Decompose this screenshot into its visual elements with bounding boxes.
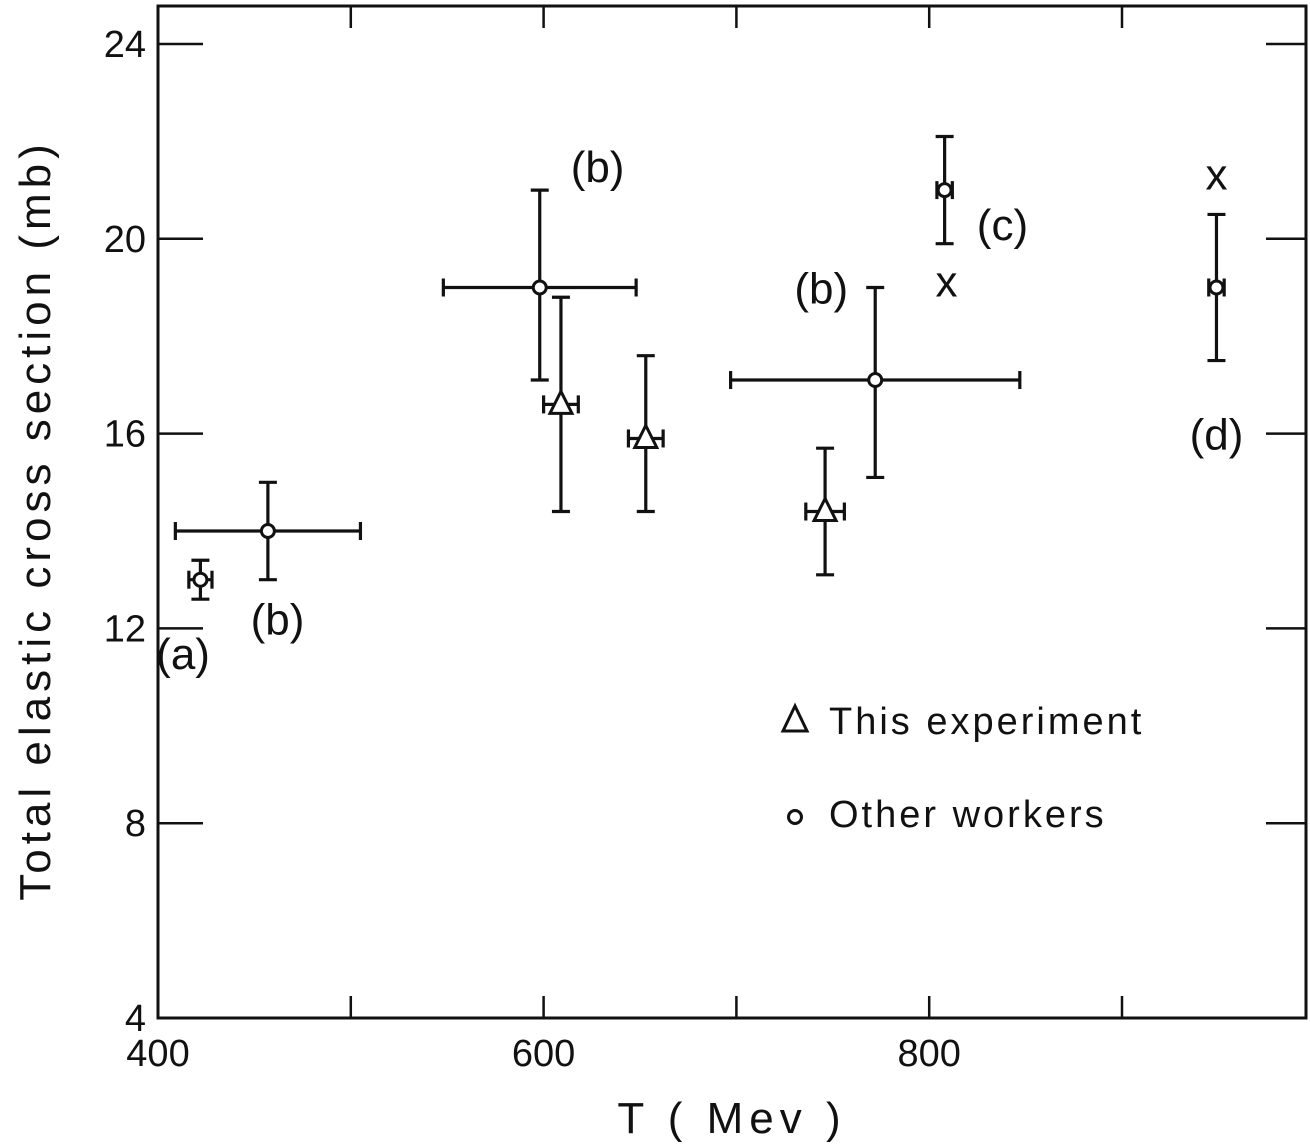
annotation-label: (b)	[571, 143, 625, 192]
circle-marker	[936, 182, 953, 199]
x-tick-label: 800	[897, 1033, 960, 1075]
triangle-point	[541, 295, 580, 514]
triangle-marker	[811, 495, 839, 523]
y-tick-label: 4	[125, 998, 146, 1040]
x-axis-title: T ( Mev )	[617, 1094, 846, 1143]
circle-point	[187, 558, 214, 601]
circle-point	[1207, 212, 1226, 363]
circle-point	[173, 480, 363, 582]
legend-circle-icon	[787, 809, 803, 825]
y-tick-label: 20	[104, 219, 146, 261]
x-tick-label: 600	[512, 1033, 575, 1075]
x-tick-label: 400	[126, 1033, 189, 1075]
annotation-label: (a)	[156, 630, 210, 679]
annotation-label: (b)	[251, 596, 305, 645]
y-axis-title: Total elastic cross section (mb)	[11, 139, 60, 901]
triangle-point	[626, 354, 665, 514]
cross-markers: xx	[936, 150, 1228, 306]
legend-label: This experiment	[829, 701, 1144, 743]
annotation-label: (b)	[794, 265, 848, 314]
triangle-marker	[632, 422, 660, 449]
circle-marker	[531, 279, 548, 296]
y-tick-label: 24	[104, 24, 146, 66]
annotation-label: (d)	[1190, 411, 1244, 460]
triangle-point	[804, 446, 846, 577]
legend-item: This experiment	[780, 701, 1144, 743]
circle-point	[729, 285, 1022, 480]
annotation-label: (c)	[977, 201, 1028, 250]
cross-marker: x	[1205, 150, 1227, 199]
annotations: (a) (b) (b) (b) (c) (d)	[156, 143, 1243, 679]
y-tick-label: 8	[125, 803, 146, 845]
circle-marker	[192, 571, 209, 588]
y-tick-label: 12	[104, 608, 146, 650]
x-axis: 400 600 800	[126, 6, 1124, 1075]
cross-marker: x	[936, 258, 958, 307]
legend-label: Other workers	[829, 794, 1107, 836]
circle-point	[935, 134, 954, 246]
legend: This experiment Other workers	[780, 701, 1144, 836]
legend-triangle-icon	[780, 702, 810, 733]
circle-marker	[1208, 279, 1225, 296]
y-tick-label: 16	[104, 414, 146, 456]
circle-point	[441, 188, 638, 382]
data-points	[173, 134, 1226, 601]
plot-border	[156, 4, 1308, 1020]
circle-marker	[259, 523, 276, 539]
circle-marker	[867, 372, 884, 389]
y-axis: 4 8 12 16 20 24	[104, 24, 1306, 1040]
legend-item: Other workers	[787, 794, 1107, 836]
triangle-marker	[547, 388, 575, 415]
plot-frame	[156, 4, 1308, 1020]
